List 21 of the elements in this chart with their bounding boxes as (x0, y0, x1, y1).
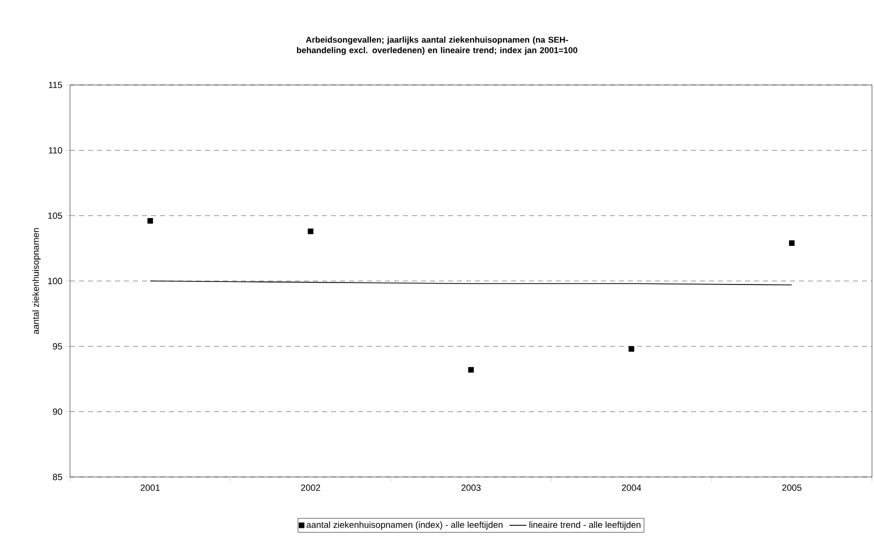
y-tick-label: 115 (48, 82, 62, 88)
point (147, 218, 154, 224)
point (789, 240, 795, 246)
x-tick-label: 2003 (461, 484, 481, 491)
x-tick-label: 2005 (782, 484, 802, 491)
y-tick-label: 105 (48, 212, 62, 219)
chart-title: Arbeidsongevallen; jaarlijks aantal ziekenhuisopnamen (na SEH-behandeling excl. overledenen) en lineaire trend; index jan 2001=100 (296, 36, 578, 55)
point (308, 228, 314, 234)
x-tick-label: 2004 (622, 484, 642, 491)
x-tick-label: 2002 (301, 484, 320, 491)
point (628, 346, 634, 352)
y-tick-label: 100 (48, 278, 62, 284)
point (468, 367, 474, 373)
y-tick-label: 95 (52, 343, 62, 350)
x-tick-label: 2001 (140, 484, 160, 491)
legend-label: aantal ziekenhuisopnamen (index) - alle leeftijden (306, 521, 502, 530)
y-tick-label: 85 (52, 474, 62, 480)
y-tick-label: 90 (52, 408, 62, 415)
y-tick-label: 110 (48, 147, 62, 154)
y-axis-title: aantal ziekenhuisopnamen (32, 228, 41, 334)
legend-label: lineaire trend - alle leeftijden (529, 521, 640, 530)
